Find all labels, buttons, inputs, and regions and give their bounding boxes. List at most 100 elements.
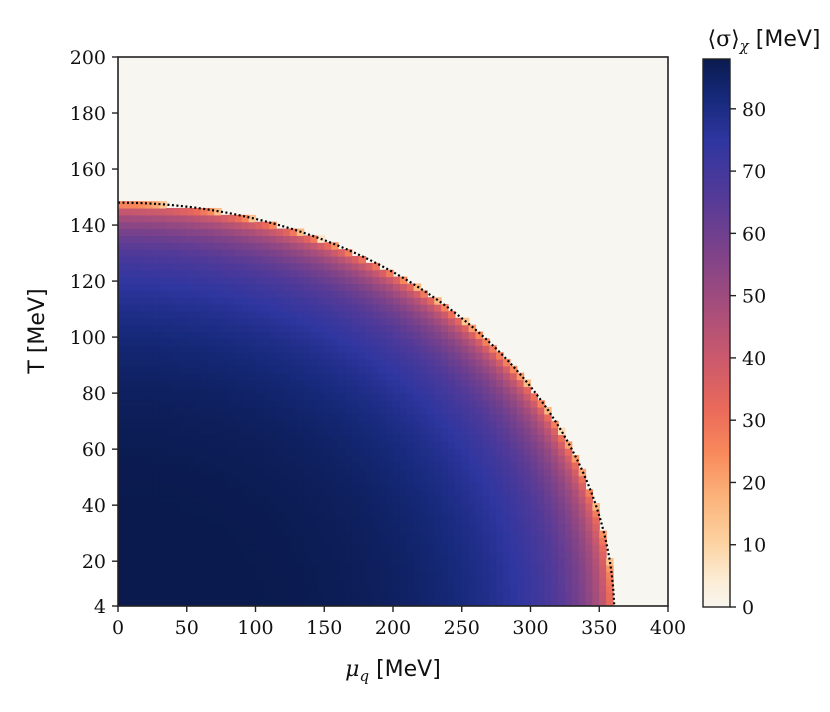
heatmap-cell — [331, 592, 339, 600]
heatmap-cell — [454, 358, 463, 367]
heatmap-cell — [413, 557, 422, 566]
heatmap-cell — [200, 393, 208, 401]
heatmap-cell — [489, 365, 497, 374]
heatmap-cell — [152, 441, 160, 449]
heatmap-cell — [234, 400, 243, 408]
heatmap-cell — [214, 221, 222, 230]
heatmap-cell — [200, 509, 208, 518]
heatmap-cell — [406, 448, 415, 456]
heatmap-cell — [358, 345, 367, 353]
heatmap-cell — [179, 503, 188, 511]
heatmap-cell — [269, 393, 277, 401]
heatmap-cell — [276, 427, 284, 436]
heatmap-cell — [221, 345, 229, 353]
heatmap-cell — [399, 489, 408, 497]
heatmap-cell — [475, 393, 483, 401]
heatmap-cell — [193, 276, 202, 285]
heatmap-cell — [262, 503, 270, 511]
heatmap-cell — [118, 571, 126, 580]
heatmap-cell — [186, 571, 195, 580]
heatmap-cell — [551, 523, 559, 532]
heatmap-cell — [592, 592, 600, 600]
heatmap-cell — [269, 441, 277, 449]
heatmap-cell — [296, 379, 305, 387]
heatmap-cell — [317, 372, 325, 381]
heatmap-cell — [296, 324, 305, 333]
heatmap-cell — [131, 475, 140, 484]
heatmap-cell — [454, 599, 463, 606]
heatmap-cell — [393, 427, 401, 436]
heatmap-cell — [399, 599, 408, 606]
heatmap-cell — [523, 592, 532, 600]
heatmap-cell — [558, 496, 566, 504]
heatmap-cell — [124, 207, 133, 216]
heatmap-cell — [248, 324, 257, 333]
heatmap-cell — [159, 496, 167, 504]
heatmap-cell — [399, 509, 408, 518]
heatmap-cell — [248, 338, 257, 346]
y-tick-label: 80 — [82, 383, 106, 405]
heatmap-cell — [461, 345, 470, 353]
heatmap-cell — [558, 434, 566, 442]
heatmap-cell — [365, 585, 373, 593]
heatmap-cell — [427, 578, 435, 587]
heatmap-cell — [324, 420, 332, 429]
heatmap-cell — [159, 365, 167, 374]
heatmap-cell — [365, 420, 373, 429]
heatmap-cell — [152, 544, 160, 552]
heatmap-cell — [221, 557, 229, 566]
heatmap-cell — [441, 386, 449, 394]
heatmap-cell — [138, 358, 147, 367]
heatmap-cell — [386, 523, 394, 532]
heatmap-cell — [454, 557, 463, 566]
heatmap-cell — [255, 537, 263, 545]
heatmap-cell — [372, 496, 380, 504]
heatmap-cell — [571, 489, 580, 497]
heatmap-cell — [448, 564, 456, 573]
heatmap-cell — [496, 427, 504, 436]
heatmap-cell — [475, 468, 483, 477]
heatmap-cell — [358, 448, 367, 456]
heatmap-cell — [289, 406, 298, 415]
heatmap-cell — [124, 358, 133, 367]
heatmap-cell — [221, 461, 229, 470]
heatmap-cell — [118, 304, 126, 312]
heatmap-cell — [255, 400, 263, 408]
heatmap-cell — [386, 372, 394, 381]
heatmap-cell — [200, 262, 208, 271]
heatmap-cell — [173, 516, 181, 525]
heatmap-cell — [571, 482, 580, 490]
heatmap-cell — [234, 461, 243, 470]
heatmap-cell — [186, 242, 195, 250]
heatmap-cell — [289, 489, 298, 497]
heatmap-cell — [131, 290, 140, 298]
heatmap-cell — [399, 503, 408, 511]
heatmap-cell — [386, 283, 394, 291]
heatmap-cell — [200, 592, 208, 600]
heatmap-cell — [234, 441, 243, 449]
heatmap-cell — [372, 516, 380, 525]
heatmap-cell — [241, 352, 250, 360]
heatmap-cell — [255, 571, 263, 580]
heatmap-cell — [551, 420, 559, 429]
heatmap-cell — [276, 461, 284, 470]
heatmap-cell — [131, 358, 140, 367]
heatmap-cell — [509, 571, 518, 580]
heatmap-cell — [427, 551, 435, 559]
heatmap-cell — [351, 516, 360, 525]
heatmap-cell — [509, 379, 518, 387]
heatmap-cell — [461, 448, 470, 456]
heatmap-cell — [468, 352, 477, 360]
heatmap-cell — [338, 283, 346, 291]
heatmap-cell — [496, 468, 504, 477]
heatmap-cell — [406, 338, 415, 346]
heatmap-cell — [186, 537, 195, 545]
heatmap-cell — [496, 379, 504, 387]
heatmap-cell — [351, 358, 360, 367]
heatmap-cell — [585, 496, 593, 504]
heatmap-cell — [441, 509, 449, 518]
heatmap-cell — [551, 468, 559, 477]
heatmap-cell — [179, 372, 188, 381]
heatmap-cell — [338, 249, 346, 257]
heatmap-cell — [503, 365, 511, 374]
